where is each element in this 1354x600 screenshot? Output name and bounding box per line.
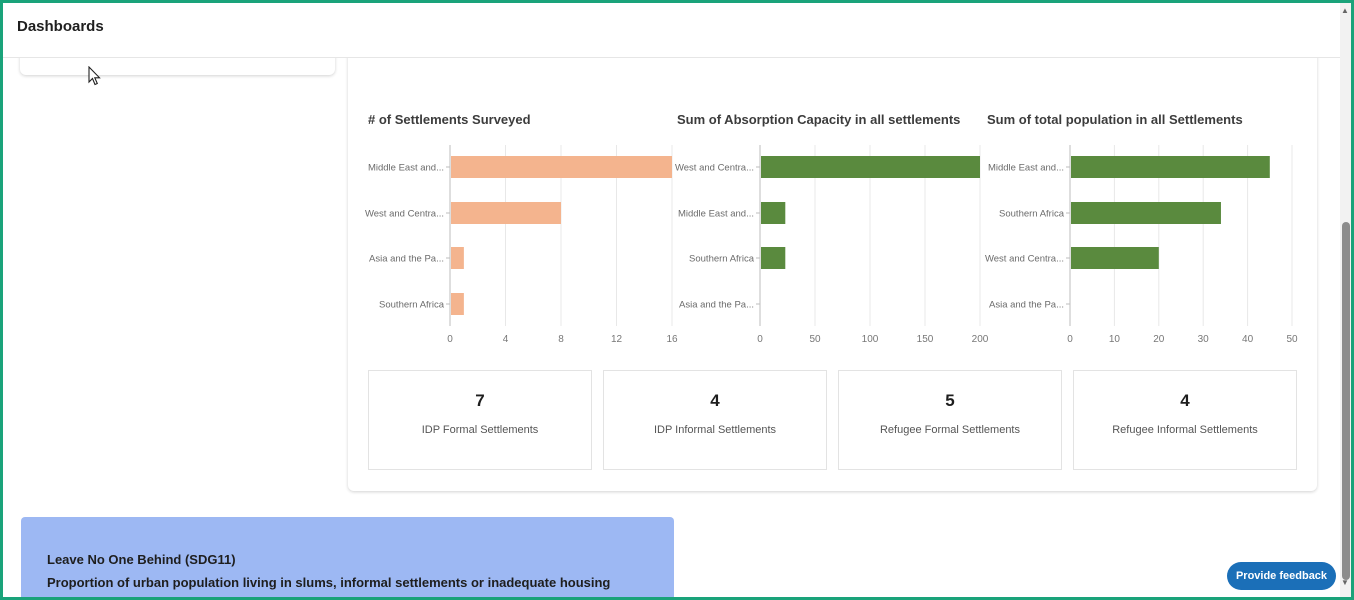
scroll-down-icon[interactable]: ▼ bbox=[1341, 578, 1349, 587]
x-tick-label: 4 bbox=[503, 334, 509, 345]
stat-value: 7 bbox=[475, 391, 485, 410]
scrollbar-thumb[interactable] bbox=[1342, 222, 1350, 580]
x-tick-label: 16 bbox=[666, 334, 678, 345]
x-tick-label: 12 bbox=[611, 334, 623, 345]
chart-title-settlements-surveyed: # of Settlements Surveyed bbox=[368, 112, 531, 127]
stat-card-idp-informal: 4 IDP Informal Settlements bbox=[603, 370, 827, 470]
category-label: West and Centra... bbox=[985, 254, 1064, 265]
sdg11-title: Leave No One Behind (SDG11) bbox=[47, 552, 236, 567]
category-label: Middle East and... bbox=[988, 163, 1064, 174]
sdg11-subtitle: Proportion of urban population living in… bbox=[47, 575, 611, 590]
bar[interactable] bbox=[451, 247, 464, 269]
category-label: West and Centra... bbox=[365, 209, 444, 220]
bar[interactable] bbox=[451, 156, 672, 178]
stat-value: 4 bbox=[1180, 391, 1190, 410]
x-tick-label: 150 bbox=[917, 334, 934, 345]
category-label: Asia and the Pa... bbox=[679, 300, 754, 311]
scroll-up-icon[interactable]: ▲ bbox=[1341, 6, 1349, 15]
x-tick-label: 40 bbox=[1242, 334, 1254, 345]
bar[interactable] bbox=[1071, 156, 1270, 178]
stat-card-refugee-formal: 5 Refugee Formal Settlements bbox=[838, 370, 1062, 470]
x-tick-label: 200 bbox=[972, 334, 989, 345]
provide-feedback-button[interactable]: Provide feedback bbox=[1227, 562, 1336, 590]
stat-value: 5 bbox=[945, 391, 955, 410]
stat-label: Refugee Formal Settlements bbox=[879, 424, 1020, 436]
category-label: Asia and the Pa... bbox=[369, 254, 444, 265]
x-tick-label: 10 bbox=[1109, 334, 1121, 345]
stat-label: Refugee Informal Settlements bbox=[1112, 424, 1258, 436]
bar[interactable] bbox=[1071, 247, 1159, 269]
chart-title-absorption-capacity: Sum of Absorption Capacity in all settle… bbox=[677, 112, 961, 127]
stat-value: 4 bbox=[710, 391, 720, 410]
mouse-cursor-icon bbox=[88, 66, 101, 86]
bar[interactable] bbox=[451, 202, 561, 224]
category-label: Southern Africa bbox=[379, 300, 445, 311]
x-tick-label: 0 bbox=[1067, 334, 1073, 345]
bar[interactable] bbox=[451, 293, 464, 315]
bar[interactable] bbox=[761, 247, 786, 269]
bar[interactable] bbox=[1071, 202, 1221, 224]
sdg11-card[interactable]: Leave No One Behind (SDG11) Proportion o… bbox=[21, 517, 674, 600]
category-label: Southern Africa bbox=[999, 209, 1065, 220]
category-label: Asia and the Pa... bbox=[989, 300, 1064, 311]
bar[interactable] bbox=[761, 156, 980, 178]
x-tick-label: 50 bbox=[809, 334, 821, 345]
x-tick-label: 30 bbox=[1198, 334, 1210, 345]
stat-label: IDP Formal Settlements bbox=[421, 424, 539, 436]
stat-card-refugee-informal: 4 Refugee Informal Settlements bbox=[1073, 370, 1297, 470]
x-tick-label: 0 bbox=[757, 334, 763, 345]
x-tick-label: 100 bbox=[862, 334, 879, 345]
x-tick-label: 8 bbox=[558, 334, 564, 345]
x-tick-label: 0 bbox=[447, 334, 453, 345]
category-label: Middle East and... bbox=[678, 209, 754, 220]
page-title: Dashboards bbox=[17, 18, 104, 35]
stat-label: IDP Informal Settlements bbox=[653, 424, 777, 436]
top-bar: Dashboards bbox=[3, 3, 1340, 58]
stat-card-idp-formal: 7 IDP Formal Settlements bbox=[368, 370, 592, 470]
x-tick-label: 50 bbox=[1286, 334, 1298, 345]
chart-title-total-population: Sum of total population in all Settlemen… bbox=[987, 112, 1243, 127]
category-label: Middle East and... bbox=[368, 163, 444, 174]
bar[interactable] bbox=[761, 202, 786, 224]
category-label: West and Centra... bbox=[675, 163, 754, 174]
category-label: Southern Africa bbox=[689, 254, 755, 265]
x-tick-label: 20 bbox=[1153, 334, 1165, 345]
